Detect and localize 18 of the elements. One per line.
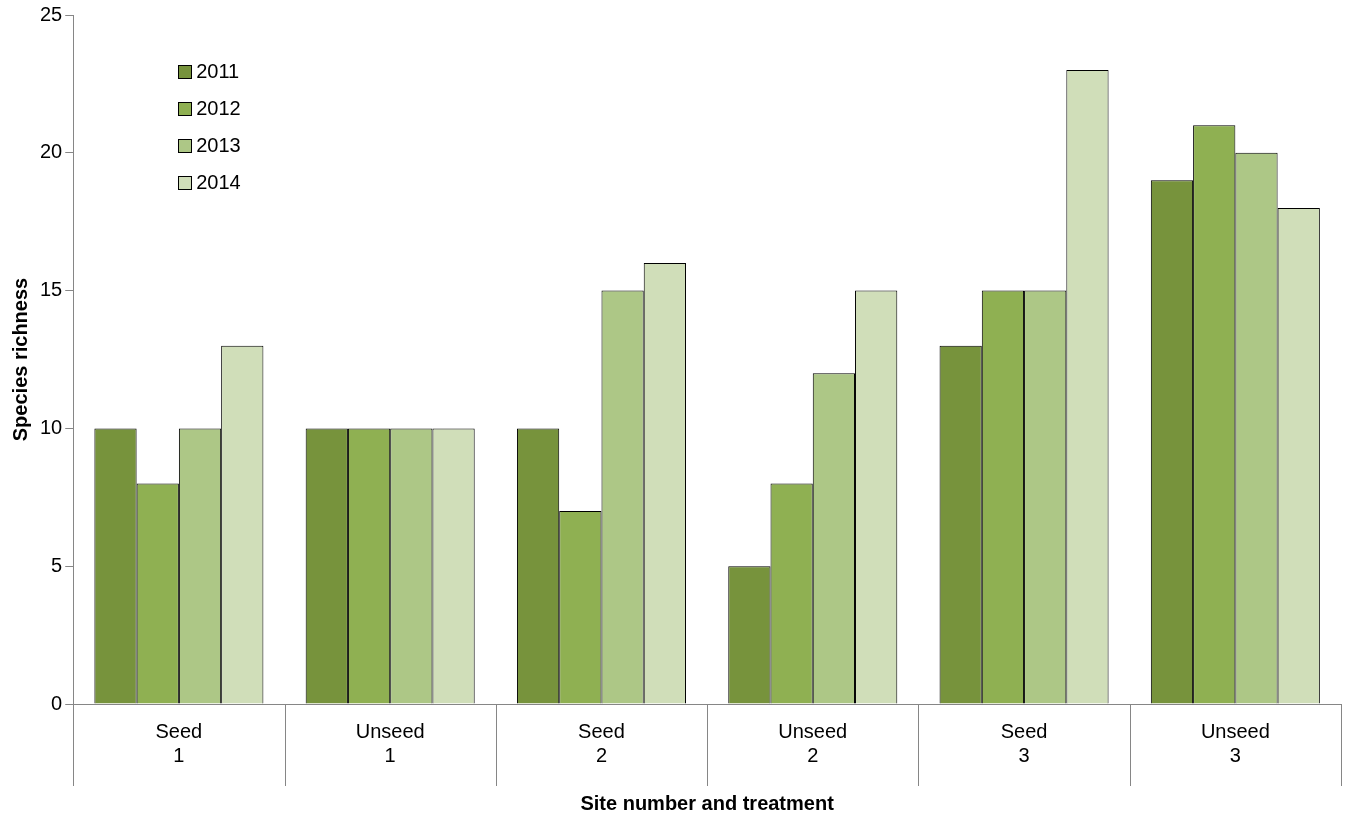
y-tick-label: 25 [40,2,63,25]
y-tick-label: 10 [40,415,63,438]
x-tick-label: Seed 1 [155,719,203,766]
y-tick-label: 15 [40,278,63,301]
legend-label: 2013 [196,134,241,157]
legend-label: 2012 [196,97,241,120]
x-tick-label: Unseed 3 [1200,719,1270,766]
x-tick-label: Seed 3 [1000,719,1048,766]
y-tick-label: 5 [51,553,63,576]
legend-label: 2014 [196,171,241,194]
y-tick-label: 20 [40,140,63,163]
x-axis-title: Site number and treatment [580,791,835,814]
x-tick-label: Unseed 1 [355,719,425,766]
y-tick-label: 0 [51,691,63,714]
legend-label: 2011 [196,60,240,83]
x-tick-label: Unseed 2 [778,719,848,766]
x-tick-label: Seed 2 [578,719,625,766]
y-axis-title: Species richness [8,277,31,442]
